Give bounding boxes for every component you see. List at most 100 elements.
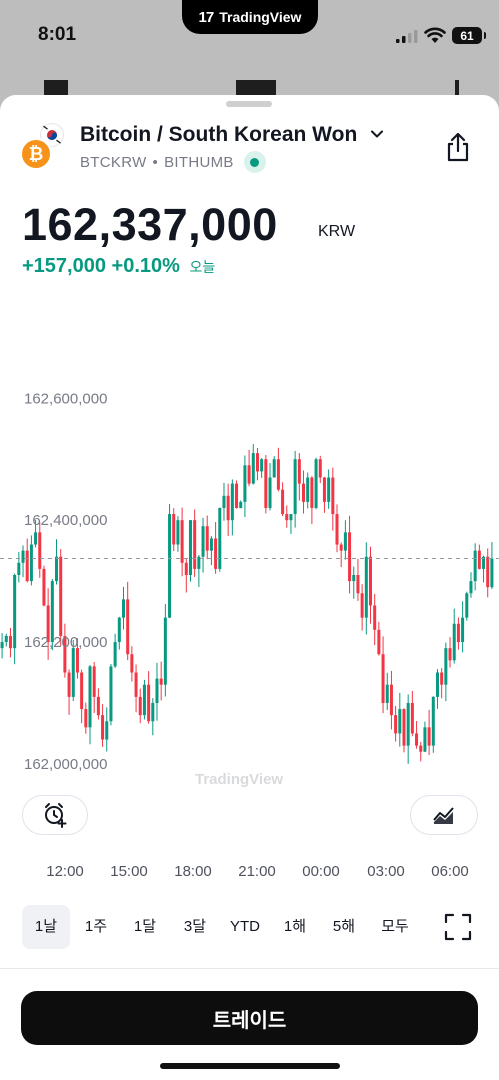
candle-body xyxy=(318,459,322,478)
candle-body xyxy=(147,684,151,722)
candle-body xyxy=(260,459,264,472)
range-selector: 1날 1주 1달 3달 YTD 1해 5해 모두 xyxy=(0,905,499,949)
candle-body xyxy=(431,696,435,746)
candle-body xyxy=(440,672,444,685)
status-time: 8:01 xyxy=(38,24,77,45)
candle-body xyxy=(92,666,96,697)
candle-body xyxy=(67,672,71,697)
candle-body xyxy=(218,507,222,569)
candle-body xyxy=(461,617,465,643)
candle-body xyxy=(113,642,117,667)
candle-body xyxy=(456,623,460,643)
candle-body xyxy=(377,629,381,655)
chart-style-button[interactable] xyxy=(410,795,478,835)
range-1y[interactable]: 1해 xyxy=(283,918,307,935)
candle-body xyxy=(109,666,113,722)
trade-button[interactable]: 트레이드 xyxy=(21,991,478,1045)
candle-body xyxy=(419,745,423,752)
range-1d[interactable]: 1날 xyxy=(22,905,70,949)
range-1m[interactable]: 1달 xyxy=(133,918,157,935)
candle-body xyxy=(239,501,243,508)
candle-body xyxy=(297,459,301,484)
candle-body xyxy=(235,483,239,508)
candle-body xyxy=(126,599,130,655)
candle-body xyxy=(289,514,293,521)
area-chart-icon xyxy=(433,807,454,824)
candle-body xyxy=(151,702,155,722)
bitcoin-icon: ₿ xyxy=(20,138,52,170)
candle-body xyxy=(389,684,393,716)
candle-body xyxy=(42,568,46,606)
candle-body xyxy=(163,617,167,685)
candle-body xyxy=(435,672,439,697)
cellular-signal-icon xyxy=(396,30,418,43)
candle-body xyxy=(38,532,42,569)
candle-body xyxy=(302,483,306,502)
battery-icon: 61 xyxy=(452,27,486,44)
candle-body xyxy=(46,605,50,643)
candle-body xyxy=(180,520,184,563)
candle-body xyxy=(13,575,17,649)
candle-body xyxy=(490,558,494,588)
candle-body xyxy=(327,477,331,502)
range-ytd[interactable]: YTD xyxy=(230,918,260,935)
candle-body xyxy=(4,635,8,643)
candle-body xyxy=(268,477,272,508)
candle-body xyxy=(452,623,456,661)
candle-body xyxy=(444,648,448,685)
range-1w[interactable]: 1주 xyxy=(84,918,108,935)
candle-body xyxy=(138,696,142,716)
candle-body xyxy=(121,599,126,618)
share-icon[interactable] xyxy=(444,131,472,163)
candle-body xyxy=(385,684,389,703)
candle-body xyxy=(21,550,25,563)
candle-body xyxy=(448,648,452,661)
range-5y[interactable]: 5해 xyxy=(332,918,356,935)
tradingview-watermark: TradingView xyxy=(195,771,284,788)
candle-body xyxy=(117,617,121,643)
change-percent: +0.10% xyxy=(111,255,180,277)
change-absolute: +157,000 xyxy=(22,255,106,277)
add-alert-button[interactable] xyxy=(22,795,88,835)
candle-body xyxy=(423,727,427,752)
y-tick-label: 162,600,000 xyxy=(24,390,107,407)
candle-body xyxy=(482,556,486,569)
symbol-title[interactable]: Bitcoin / South Korean Won xyxy=(80,123,358,146)
candle-body xyxy=(172,514,176,545)
symbol-sheet: ₿ Bitcoin / South Korean Won BTCKRW • BI… xyxy=(0,95,499,1080)
candle-body xyxy=(201,526,205,557)
candle-body xyxy=(168,514,172,618)
candle-body xyxy=(176,520,180,545)
candle-body xyxy=(105,721,109,740)
candle-body xyxy=(310,477,314,508)
candle-body xyxy=(34,532,38,545)
fullscreen-icon[interactable] xyxy=(444,913,472,941)
candle-body xyxy=(55,556,59,582)
candle-body xyxy=(130,654,134,673)
candle-body xyxy=(264,459,268,508)
candle-body xyxy=(0,642,4,649)
price-chart[interactable]: 162,600,000 162,400,000 162,200,000 162,000… xyxy=(0,370,499,780)
chevron-down-icon[interactable] xyxy=(370,127,384,141)
candle-body xyxy=(343,532,347,551)
candle-body xyxy=(63,635,67,673)
candle-body xyxy=(88,666,92,728)
ticker: BTCKRW xyxy=(80,153,147,171)
candle-body xyxy=(373,605,377,630)
candle-body xyxy=(469,581,473,594)
y-tick-label: 162,400,000 xyxy=(24,512,107,529)
candle-body xyxy=(352,575,356,582)
candle-body xyxy=(276,459,280,490)
candle-body xyxy=(84,709,88,728)
y-tick-label: 162,200,000 xyxy=(24,634,107,651)
background-plus-hint xyxy=(455,80,459,98)
price-currency: KRW xyxy=(318,223,356,240)
candle-body xyxy=(255,453,259,472)
candle-body xyxy=(314,459,318,508)
range-all[interactable]: 모두 xyxy=(381,918,409,935)
range-3m[interactable]: 3달 xyxy=(183,918,207,935)
sheet-grabber[interactable] xyxy=(226,101,272,107)
y-tick-label: 162,000,000 xyxy=(24,756,107,773)
candle-body xyxy=(205,526,209,551)
candle-body xyxy=(230,483,234,521)
